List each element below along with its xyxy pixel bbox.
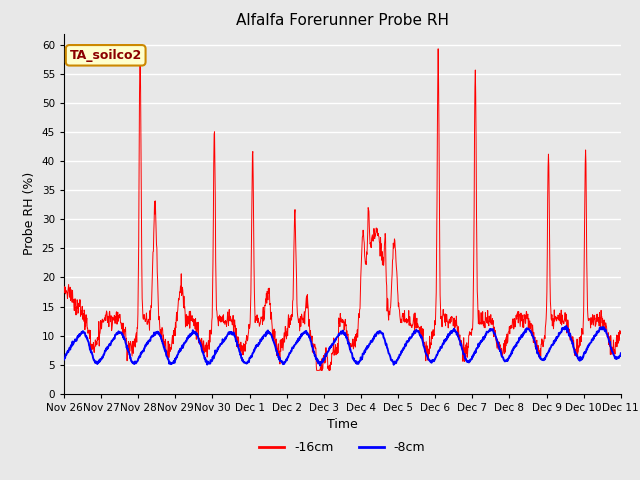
Text: TA_soilco2: TA_soilco2 [70, 49, 142, 62]
Title: Alfalfa Forerunner Probe RH: Alfalfa Forerunner Probe RH [236, 13, 449, 28]
X-axis label: Time: Time [327, 418, 358, 431]
Y-axis label: Probe RH (%): Probe RH (%) [23, 172, 36, 255]
Legend: -16cm, -8cm: -16cm, -8cm [254, 436, 430, 459]
